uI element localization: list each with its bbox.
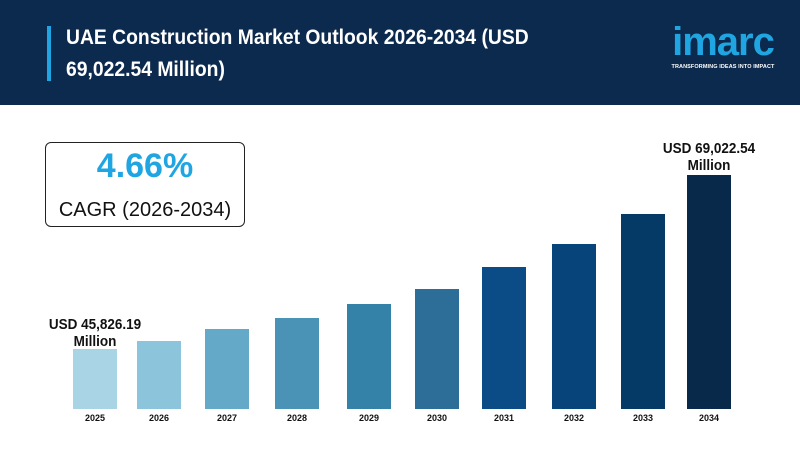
x-tick-label-2033: 2033 bbox=[633, 413, 653, 423]
x-tick-label-2026: 2026 bbox=[149, 413, 169, 423]
logo-wordmark: imarc bbox=[672, 20, 775, 64]
cagr-box: 4.66% CAGR (2026-2034) bbox=[45, 142, 245, 227]
bar-2032 bbox=[552, 244, 596, 409]
x-tick-label-2032: 2032 bbox=[564, 413, 584, 423]
cagr-value: 4.66% bbox=[96, 147, 194, 185]
data-label-2034: USD 69,022.54 Million bbox=[662, 140, 756, 174]
data-label-2025: USD 45,826.19 Million bbox=[48, 316, 142, 350]
x-tick-label-2025: 2025 bbox=[85, 413, 105, 423]
x-tick-label-2029: 2029 bbox=[359, 413, 379, 423]
x-tick-label-2028: 2028 bbox=[287, 413, 307, 423]
bar-2029 bbox=[347, 304, 391, 409]
x-tick-label-2030: 2030 bbox=[427, 413, 447, 423]
cagr-label: CAGR (2026-2034) bbox=[58, 199, 232, 221]
bar-2027 bbox=[205, 329, 249, 409]
x-tick-label-2034: 2034 bbox=[699, 413, 719, 423]
bar-2026 bbox=[137, 341, 181, 409]
logo-tagline: TRANSFORMING IDEAS INTO IMPACT bbox=[671, 64, 775, 70]
bar-2033 bbox=[621, 214, 665, 409]
bar-2025 bbox=[73, 349, 117, 409]
title-accent-bar bbox=[47, 26, 51, 81]
header-banner: UAE Construction Market Outlook 2026-203… bbox=[0, 0, 800, 105]
bar-2030 bbox=[415, 289, 459, 409]
bar-2028 bbox=[275, 318, 319, 409]
x-tick-label-2027: 2027 bbox=[217, 413, 237, 423]
page-title: UAE Construction Market Outlook 2026-203… bbox=[66, 26, 529, 81]
bar-2031 bbox=[482, 267, 526, 409]
x-tick-label-2031: 2031 bbox=[494, 413, 514, 423]
bar-2034 bbox=[687, 175, 731, 409]
imarc-logo: imarc TRANSFORMING IDEAS INTO IMPACT bbox=[668, 22, 778, 70]
